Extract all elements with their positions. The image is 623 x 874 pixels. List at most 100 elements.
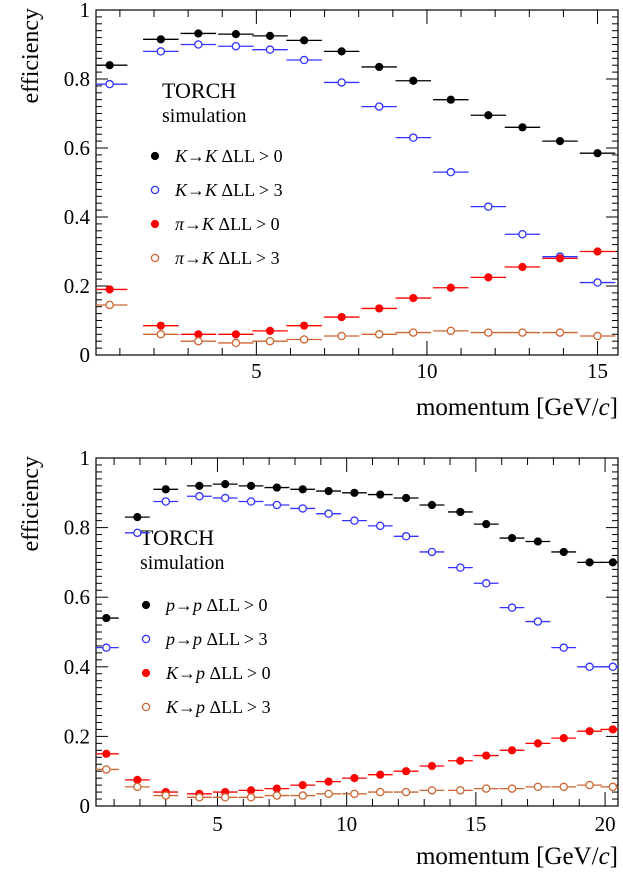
data-point <box>401 787 411 797</box>
legend-label: p→p ΔLL > 0 <box>164 595 268 615</box>
data-point <box>376 490 385 499</box>
data-point <box>376 770 385 779</box>
data-point <box>350 789 359 799</box>
legend-label: K→p ΔLL > 0 <box>165 663 271 683</box>
series-0 <box>96 29 616 158</box>
data-point <box>401 767 411 776</box>
legend-marker <box>150 253 160 263</box>
data-point <box>446 326 456 336</box>
legend-label: K→K ΔLL > 0 <box>174 146 283 166</box>
legend-entry: K→p ΔLL > 0 <box>141 663 271 683</box>
annotation-torch: TORCH <box>162 78 236 103</box>
data-point <box>337 78 346 87</box>
annotation-torch: TORCH <box>140 525 214 550</box>
data-point <box>195 481 204 490</box>
data-point <box>194 336 203 346</box>
data-point <box>456 507 465 517</box>
data-point <box>324 789 333 799</box>
legend-marker <box>141 634 151 644</box>
data-point <box>518 123 527 132</box>
x-tick-label: 10 <box>336 812 357 836</box>
data-point <box>409 133 418 142</box>
data-point <box>456 563 465 572</box>
data-point <box>518 262 527 272</box>
data-point <box>298 791 307 800</box>
data-point <box>133 513 142 522</box>
series-1 <box>96 492 618 672</box>
data-point <box>350 516 359 525</box>
data-point <box>299 335 309 344</box>
data-point <box>350 774 359 783</box>
data-point <box>195 492 204 501</box>
data-point <box>300 321 309 330</box>
chart-panel-proton: 0 0.2 0.4 0.6 0.8 1 5 10 15 20 efficiency momentum … <box>0 440 623 874</box>
data-point <box>559 643 568 652</box>
series-2 <box>96 247 616 339</box>
data-point <box>231 30 240 39</box>
data-point <box>374 330 384 339</box>
data-point <box>102 749 111 758</box>
data-point <box>161 791 171 800</box>
data-point <box>298 485 307 494</box>
legend-label: π→K ΔLL > 3 <box>175 248 280 268</box>
data-point <box>298 781 307 790</box>
data-point <box>300 36 309 45</box>
y-axis-label: efficiency <box>18 8 44 104</box>
data-point <box>156 47 166 56</box>
data-point <box>593 149 602 158</box>
data-point <box>427 786 437 795</box>
data-point <box>299 55 309 65</box>
data-point <box>337 331 346 341</box>
x-tick-label: 15 <box>465 812 486 836</box>
data-point <box>427 761 437 771</box>
data-point <box>231 41 241 51</box>
data-point <box>337 312 346 322</box>
x-tick-label: 5 <box>212 812 223 836</box>
data-point <box>533 617 543 626</box>
data-point <box>481 579 491 588</box>
data-point <box>608 662 618 672</box>
legend-label: p→p ΔLL > 3 <box>164 629 268 649</box>
data-point <box>246 497 256 506</box>
data-point <box>507 784 517 793</box>
data-point <box>593 331 602 341</box>
data-point <box>481 784 491 793</box>
data-point <box>220 493 230 503</box>
legend-marker <box>141 668 151 678</box>
y-tick-label: 1 <box>80 446 91 470</box>
data-point <box>585 727 594 736</box>
data-point <box>585 780 594 790</box>
legend-entry: p→p ΔLL > 0 <box>141 595 268 615</box>
chart-panel-kaon: 0 0.2 0.4 0.6 0.8 1 5 10 15 efficiency momentum [G… <box>0 0 623 430</box>
legend-label: K→K ΔLL > 3 <box>174 180 283 200</box>
data-point <box>272 483 281 492</box>
data-point <box>555 137 565 146</box>
data-point <box>272 784 281 793</box>
data-point <box>555 328 565 337</box>
data-point <box>133 528 142 538</box>
data-point <box>272 791 282 800</box>
y-tick-label: 0.6 <box>64 136 90 160</box>
legend-marker <box>141 702 151 712</box>
data-point <box>482 751 491 760</box>
data-point <box>555 254 565 263</box>
data-point <box>518 229 527 239</box>
data-point <box>133 782 142 792</box>
y-tick-label: 0 <box>80 343 91 367</box>
data-point <box>246 793 256 802</box>
y-tick-label: 0.4 <box>64 205 91 229</box>
data-point <box>105 61 114 70</box>
legend-marker <box>150 151 160 161</box>
data-point <box>585 662 594 672</box>
data-point <box>409 293 418 303</box>
data-point <box>324 486 333 496</box>
data-point <box>409 76 418 85</box>
data-point <box>507 746 517 755</box>
data-point <box>156 35 165 44</box>
data-point <box>585 558 594 567</box>
data-point <box>272 500 282 510</box>
data-point <box>161 485 170 494</box>
y-tick-label: 0.2 <box>64 274 90 298</box>
legend-entry: p→p ΔLL > 3 <box>141 629 268 649</box>
legend-marker <box>150 219 160 229</box>
